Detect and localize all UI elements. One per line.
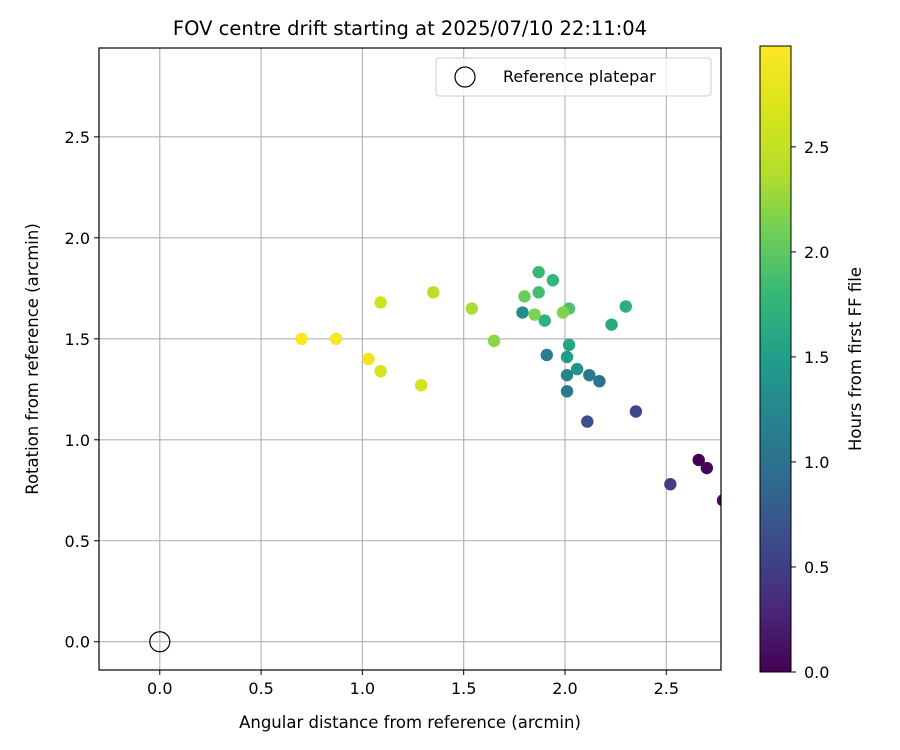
data-point xyxy=(329,332,343,346)
data-point xyxy=(528,308,541,321)
data-point xyxy=(516,306,529,319)
data-point xyxy=(629,405,643,418)
data-point xyxy=(487,334,501,348)
data-point xyxy=(583,368,596,382)
x-axis: 0.0 0.5 1.0 1.5 2.0 2.5 xyxy=(147,670,679,698)
colorbar-tick-label: 0.5 xyxy=(804,558,829,577)
colorbar-tick-label: 2.0 xyxy=(804,243,829,262)
data-point xyxy=(518,290,531,303)
data-point xyxy=(562,338,576,352)
plot-frame xyxy=(98,47,722,671)
data-point xyxy=(362,352,375,366)
data-point xyxy=(560,385,574,398)
colorbar-tick-label: 2.5 xyxy=(804,138,829,157)
data-point xyxy=(414,379,428,392)
y-tick-label: 0.5 xyxy=(65,532,90,551)
data-point xyxy=(532,286,545,299)
legend-box xyxy=(435,57,712,97)
legend: Reference platepar xyxy=(435,57,712,97)
legend-marker xyxy=(454,66,476,88)
colorbar-tick-label: 0.0 xyxy=(804,663,829,682)
y-tick-label: 2.0 xyxy=(65,229,90,248)
x-tick-label: 2.5 xyxy=(654,679,679,698)
x-axis-label: Angular distance from reference (arcmin) xyxy=(239,713,581,732)
data-point xyxy=(619,300,632,313)
x-tick-label: 1.0 xyxy=(350,679,375,698)
x-tick-label: 0.5 xyxy=(248,679,273,698)
y-tick-label: 1.0 xyxy=(65,431,90,450)
x-tick-label: 2.0 xyxy=(552,679,577,698)
colorbar-ticks: 0.0 0.5 1.0 1.5 2.0 2.5 xyxy=(791,138,829,682)
data-point xyxy=(556,306,570,319)
reference-marker xyxy=(149,631,171,653)
y-tick-label: 2.5 xyxy=(65,128,90,147)
data-point xyxy=(593,375,606,388)
y-tick-label: 0.0 xyxy=(65,633,90,652)
colorbar: 0.0 0.5 1.0 1.5 2.0 2.5 Hours from first FF f… xyxy=(759,45,865,682)
data-point xyxy=(295,332,308,346)
data-point xyxy=(532,265,545,279)
data-point xyxy=(427,286,440,299)
grid xyxy=(99,48,721,670)
data-point xyxy=(700,461,714,475)
data-point xyxy=(716,494,721,507)
data-point xyxy=(560,368,574,382)
y-axis: 0.0 0.5 1.0 1.5 2.0 2.5 xyxy=(65,128,99,652)
y-axis-label: Rotation from reference (arcmin) xyxy=(23,223,42,495)
colorbar-tick-label: 1.0 xyxy=(804,453,829,472)
scatter-points xyxy=(295,265,721,507)
colorbar-tick-label: 1.5 xyxy=(804,348,829,367)
y-tick-label: 1.5 xyxy=(65,330,90,349)
data-point xyxy=(664,478,677,491)
colorbar-label: Hours from first FF file xyxy=(846,267,865,451)
data-point xyxy=(465,302,478,315)
data-point xyxy=(605,318,618,331)
data-point xyxy=(546,274,560,287)
legend-label: Reference platepar xyxy=(503,67,656,86)
x-tick-label: 1.5 xyxy=(451,679,476,698)
data-point xyxy=(570,362,584,376)
data-point xyxy=(540,348,553,362)
data-point xyxy=(374,296,387,309)
chart-title: FOV centre drift starting at 2025/07/10 … xyxy=(173,17,647,40)
colorbar-gradient xyxy=(759,45,792,673)
data-point xyxy=(692,453,705,467)
data-point xyxy=(560,350,574,364)
data-point xyxy=(581,415,594,428)
x-tick-label: 0.0 xyxy=(147,679,172,698)
reference-platepar-marker xyxy=(149,631,171,653)
data-point xyxy=(538,314,551,327)
data-point xyxy=(374,364,387,378)
